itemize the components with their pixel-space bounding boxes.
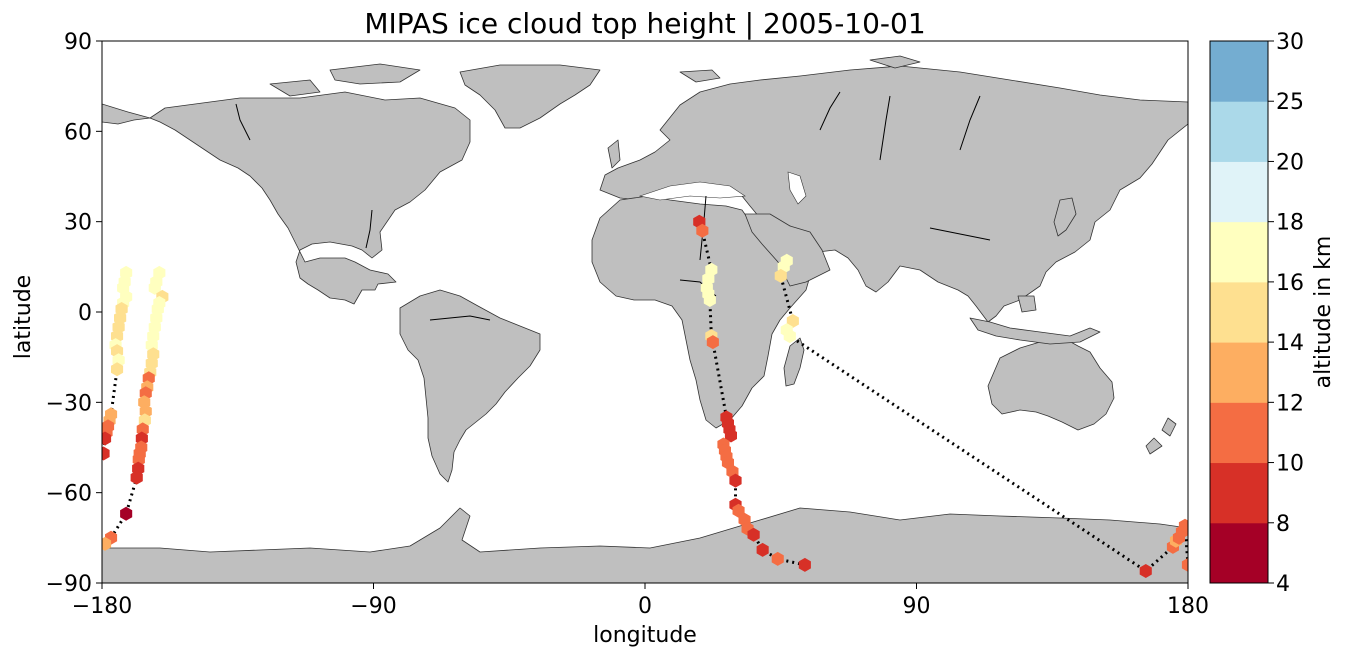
colorbar-label: altitude in km: [1311, 236, 1336, 389]
cloud-point: [780, 253, 793, 268]
river-lena: [959, 95, 981, 151]
cloud-point: [84, 552, 96, 566]
colorbar-segment: [1210, 402, 1268, 464]
cloud-point: [102, 431, 112, 446]
x-tick-label: 0: [638, 594, 652, 619]
river-yangtze: [929, 227, 991, 241]
cloud-point: [102, 536, 112, 551]
river-ob: [819, 91, 841, 131]
colorbar-tick-label: 20: [1276, 150, 1304, 175]
cloud-point-layer: [84, 214, 1188, 578]
river-yenisei: [879, 95, 891, 161]
colorbar-tick-label: 16: [1276, 271, 1304, 296]
lake-caspian: [787, 171, 807, 205]
river-mississippi: [365, 209, 373, 249]
cloud-point: [756, 542, 769, 557]
river-amazon: [429, 315, 491, 321]
land-new-zealand: [1145, 417, 1177, 455]
colorbar-segment: [1210, 342, 1268, 403]
y-tick-label: 90: [64, 30, 92, 55]
cloud-point: [102, 446, 110, 461]
cloud-point: [774, 268, 787, 283]
cloud-point: [120, 506, 133, 521]
chart-title: MIPAS ice cloud top height | 2005-10-01: [364, 7, 925, 40]
land-greenland: [459, 64, 601, 129]
cloud-point: [771, 551, 784, 566]
colorbar-segment: [1210, 522, 1268, 584]
colorbar-tick-label: 4: [1276, 572, 1290, 597]
colorbar-tick-label: 25: [1276, 90, 1304, 115]
cloud-point: [706, 335, 719, 350]
x-tick-label: 180: [1167, 594, 1209, 619]
colorbar-frame: [1209, 40, 1269, 584]
colorbar-segment: [1210, 221, 1268, 283]
cloud-point: [783, 329, 796, 344]
x-tick-label: −180: [72, 594, 132, 619]
river-mackenzie: [235, 103, 251, 141]
colorbar-segment: [1210, 41, 1268, 102]
y-tick-label: 30: [64, 211, 92, 236]
cloud-point: [130, 470, 143, 485]
land-arabia: [744, 213, 831, 287]
y-tick-label: 0: [78, 301, 92, 326]
cloud-point: [1181, 557, 1188, 572]
land-layer: [102, 55, 1188, 583]
colorbar-tick-label: 14: [1276, 331, 1304, 356]
land-south-america: [399, 289, 541, 483]
land-antarctica: [102, 507, 1188, 583]
colorbar-tick-label: 10: [1276, 452, 1304, 477]
x-axis-label: longitude: [593, 623, 697, 648]
cloud-point: [703, 293, 716, 307]
x-axis: −180 −90 0 90 180: [72, 583, 1209, 619]
cloud-point: [111, 362, 124, 377]
cloud-point: [132, 452, 145, 467]
x-tick-label: −90: [350, 594, 396, 619]
colorbar-segment: [1210, 161, 1268, 223]
colorbar-tick-label: 30: [1276, 30, 1304, 55]
cloud-point: [786, 314, 799, 328]
colorbar-tick-label: 12: [1276, 391, 1304, 416]
y-tick-label: −30: [46, 391, 92, 416]
y-tick-label: 60: [64, 120, 92, 145]
lake-mediterranean: [638, 181, 746, 201]
land-british-isles: [607, 139, 621, 169]
land-japan: [1053, 197, 1077, 237]
y-axis-label: latitude: [11, 275, 36, 359]
y-axis: 90 60 30 0 −30 −60 −90: [46, 30, 102, 597]
cloud-point: [732, 503, 745, 518]
y-tick-label: −60: [46, 482, 92, 507]
x-tick-label: 90: [903, 594, 931, 619]
colorbar-segment: [1210, 462, 1268, 524]
cloud-point: [747, 527, 760, 542]
land-arctic-islands: [269, 55, 921, 97]
land-indonesia: [969, 295, 1101, 345]
colorbar-segment: [1210, 101, 1268, 162]
colorbar-tick-label: 8: [1276, 512, 1290, 537]
land-africa: [591, 195, 811, 429]
colorbar: 4 8 10 12 14 16 18 20 25 30: [1209, 30, 1304, 597]
cloud-point: [729, 473, 742, 488]
cloud-point: [148, 280, 161, 295]
colorbar-segment: [1210, 281, 1268, 343]
cloud-point: [724, 428, 737, 443]
cloud-point: [1139, 564, 1152, 578]
colorbar-tick-label: 18: [1276, 211, 1304, 236]
land-north-america: [102, 91, 471, 305]
y-tick-label: −90: [46, 572, 92, 597]
land-madagascar: [783, 337, 805, 387]
cloud-point: [1178, 518, 1188, 533]
cloud-point: [696, 223, 709, 238]
cloud-point: [798, 557, 811, 572]
